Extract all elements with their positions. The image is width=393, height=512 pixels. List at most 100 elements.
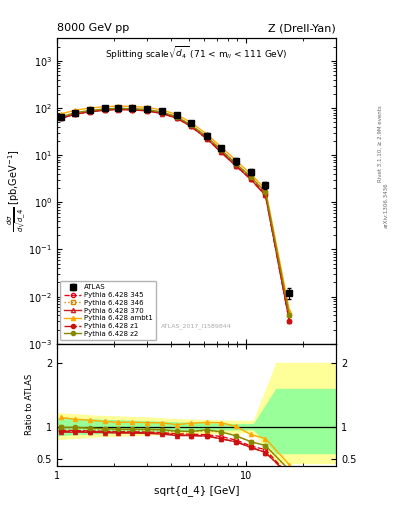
Pythia 6.428 ambt1 <box>130 103 134 110</box>
Line: Pythia 6.428 346: Pythia 6.428 346 <box>59 106 292 317</box>
Pythia 6.428 370 <box>234 163 239 169</box>
Pythia 6.428 345 <box>188 123 193 129</box>
Pythia 6.428 345 <box>263 191 268 197</box>
Pythia 6.428 370 <box>103 107 108 113</box>
Pythia 6.428 ambt1 <box>59 111 63 117</box>
Bar <box>276 363 336 463</box>
Pythia 6.428 370 <box>248 176 253 182</box>
Pythia 6.428 345 <box>73 111 78 117</box>
Pythia 6.428 z1 <box>219 150 224 156</box>
Legend: ATLAS, Pythia 6.428 345, Pythia 6.428 346, Pythia 6.428 370, Pythia 6.428 ambt1,: ATLAS, Pythia 6.428 345, Pythia 6.428 34… <box>61 281 156 340</box>
Pythia 6.428 370 <box>145 108 149 114</box>
Pythia 6.428 z1 <box>287 318 292 324</box>
Text: ATLAS_2017_I1589844: ATLAS_2017_I1589844 <box>161 323 232 329</box>
Pythia 6.428 z2 <box>263 189 268 195</box>
Pythia 6.428 ambt1 <box>145 104 149 111</box>
Pythia 6.428 370 <box>160 111 164 117</box>
Pythia 6.428 z1 <box>174 115 179 121</box>
Line: Pythia 6.428 z1: Pythia 6.428 z1 <box>59 107 292 324</box>
Pythia 6.428 345 <box>174 114 179 120</box>
Pythia 6.428 ambt1 <box>188 119 193 125</box>
Pythia 6.428 z1 <box>263 193 268 199</box>
X-axis label: sqrt{d_4} [GeV]: sqrt{d_4} [GeV] <box>154 485 239 496</box>
Bar <box>276 389 336 453</box>
Pythia 6.428 z2 <box>116 105 120 111</box>
Pythia 6.428 345 <box>88 109 93 115</box>
Pythia 6.428 346 <box>263 189 268 195</box>
Pythia 6.428 z2 <box>287 312 292 318</box>
Pythia 6.428 370 <box>59 115 63 121</box>
Pythia 6.428 z1 <box>188 123 193 130</box>
Pythia 6.428 346 <box>287 312 292 318</box>
Pythia 6.428 ambt1 <box>73 107 78 113</box>
Pythia 6.428 346 <box>174 114 179 120</box>
Pythia 6.428 345 <box>234 163 239 169</box>
Line: Pythia 6.428 345: Pythia 6.428 345 <box>59 107 292 324</box>
Pythia 6.428 346 <box>59 114 63 120</box>
Pythia 6.428 345 <box>59 115 63 121</box>
Pythia 6.428 370 <box>188 123 193 130</box>
Pythia 6.428 z1 <box>73 111 78 117</box>
Pythia 6.428 z1 <box>248 176 253 182</box>
Pythia 6.428 370 <box>287 318 292 324</box>
Pythia 6.428 ambt1 <box>116 103 120 109</box>
Pythia 6.428 ambt1 <box>160 107 164 113</box>
Line: Pythia 6.428 ambt1: Pythia 6.428 ambt1 <box>59 104 292 313</box>
Pythia 6.428 ambt1 <box>234 158 239 164</box>
Pythia 6.428 z1 <box>130 106 134 113</box>
Pythia 6.428 345 <box>219 148 224 155</box>
Pythia 6.428 ambt1 <box>248 171 253 177</box>
Pythia 6.428 ambt1 <box>204 131 209 137</box>
Pythia 6.428 346 <box>103 106 108 112</box>
Pythia 6.428 345 <box>145 108 149 114</box>
Pythia 6.428 z1 <box>88 109 93 115</box>
Pythia 6.428 z1 <box>103 107 108 113</box>
Pythia 6.428 345 <box>160 110 164 116</box>
Pythia 6.428 ambt1 <box>88 105 93 111</box>
Pythia 6.428 346 <box>234 161 239 167</box>
Pythia 6.428 ambt1 <box>174 112 179 118</box>
Pythia 6.428 z2 <box>145 106 149 113</box>
Pythia 6.428 ambt1 <box>287 308 292 314</box>
Pythia 6.428 z2 <box>160 109 164 115</box>
Pythia 6.428 ambt1 <box>219 144 224 150</box>
Pythia 6.428 345 <box>287 318 292 324</box>
Text: Rivet 3.1.10, ≥ 2.9M events: Rivet 3.1.10, ≥ 2.9M events <box>378 105 383 182</box>
Y-axis label: $\frac{d\sigma}{d\sqrt{d\_4}}$ [pb,GeV$^{-1}$]: $\frac{d\sigma}{d\sqrt{d\_4}}$ [pb,GeV$^… <box>5 150 27 232</box>
Pythia 6.428 z1 <box>160 110 164 116</box>
Y-axis label: Ratio to ATLAS: Ratio to ATLAS <box>25 374 34 436</box>
Text: arXiv:1306.3436: arXiv:1306.3436 <box>384 182 388 228</box>
Pythia 6.428 345 <box>103 106 108 113</box>
Pythia 6.428 z2 <box>73 110 78 116</box>
Pythia 6.428 346 <box>204 134 209 140</box>
Pythia 6.428 370 <box>263 193 268 199</box>
Pythia 6.428 370 <box>174 115 179 121</box>
Pythia 6.428 370 <box>204 136 209 142</box>
Pythia 6.428 z2 <box>204 133 209 139</box>
Line: Pythia 6.428 z2: Pythia 6.428 z2 <box>59 106 292 317</box>
Pythia 6.428 345 <box>248 176 253 182</box>
Pythia 6.428 370 <box>130 107 134 113</box>
Text: 8000 GeV pp: 8000 GeV pp <box>57 23 129 33</box>
Pythia 6.428 z2 <box>188 122 193 128</box>
Pythia 6.428 z2 <box>219 147 224 153</box>
Pythia 6.428 ambt1 <box>103 103 108 110</box>
Pythia 6.428 346 <box>160 109 164 115</box>
Pythia 6.428 370 <box>116 106 120 113</box>
Pythia 6.428 z1 <box>204 136 209 142</box>
Pythia 6.428 z1 <box>234 163 239 169</box>
Pythia 6.428 346 <box>130 106 134 112</box>
Pythia 6.428 z2 <box>248 174 253 180</box>
Text: Splitting scale$\sqrt{d_4}$ (71 < m$_{ll}$ < 111 GeV): Splitting scale$\sqrt{d_4}$ (71 < m$_{ll… <box>105 45 288 61</box>
Pythia 6.428 z2 <box>234 161 239 167</box>
Pythia 6.428 ambt1 <box>263 186 268 193</box>
Line: Pythia 6.428 370: Pythia 6.428 370 <box>59 108 292 324</box>
Pythia 6.428 346 <box>248 174 253 180</box>
Pythia 6.428 345 <box>130 106 134 113</box>
Pythia 6.428 346 <box>188 122 193 128</box>
Pythia 6.428 z1 <box>145 108 149 114</box>
Pythia 6.428 345 <box>204 135 209 141</box>
Pythia 6.428 z2 <box>103 106 108 112</box>
Pythia 6.428 346 <box>145 106 149 113</box>
Pythia 6.428 345 <box>116 106 120 112</box>
